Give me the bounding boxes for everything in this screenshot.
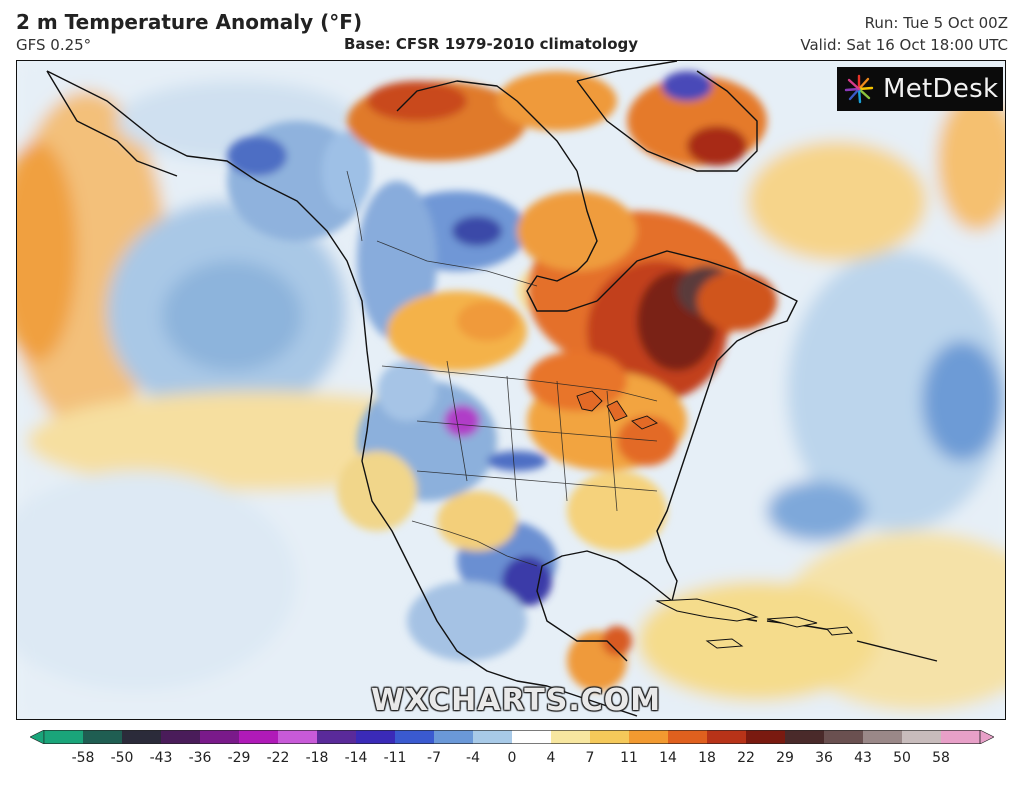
colorbar-tick-label: -4 (466, 750, 480, 766)
colorbar-tick-label: -18 (305, 750, 329, 766)
colorbar-segment (83, 730, 123, 744)
chart-header: 2 m Temperature Anomaly (°F) GFS 0.25° B… (0, 0, 1024, 58)
logo-text: MetDesk (883, 74, 999, 104)
political-borders (346, 170, 658, 567)
colorbar-segment (356, 730, 396, 744)
colorbar (30, 730, 994, 744)
climatology-base-label: Base: CFSR 1979-2010 climatology (344, 35, 639, 53)
colorbar-segment (161, 730, 201, 744)
colorbar-tick-label: 0 (507, 750, 517, 766)
run-time-label: Run: Tue 5 Oct 00Z (864, 14, 1008, 32)
colorbar-segment (668, 730, 708, 744)
colorbar-segment (434, 730, 474, 744)
colorbar-segment (629, 730, 669, 744)
colorbar-tick-label: 43 (854, 750, 872, 766)
colorbar-tick-label: 7 (585, 750, 595, 766)
colorbar-tick-label: 22 (737, 750, 755, 766)
colorbar-outline (43, 730, 981, 744)
colorbar-segment (941, 730, 981, 744)
colorbar-segment (551, 730, 591, 744)
watermark-text: WXCHARTS.COM (371, 683, 662, 718)
colorbar-tick-label: 50 (893, 750, 911, 766)
colorbar-tick-label: -22 (266, 750, 290, 766)
colorbar-tick-label: 4 (546, 750, 556, 766)
colorbar-tick-label: -50 (110, 750, 134, 766)
colorbar-segment (746, 730, 786, 744)
model-label: GFS 0.25° (16, 36, 92, 54)
colorbar-segment (707, 730, 747, 744)
colorbar-segment (122, 730, 162, 744)
colorbar-segment (512, 730, 552, 744)
metdesk-logo: MetDesk (837, 67, 1003, 111)
colorbar-tick-label: 29 (776, 750, 794, 766)
colorbar-segment (278, 730, 318, 744)
colorbar-tick-label: -29 (227, 750, 251, 766)
colorbar-segment (590, 730, 630, 744)
colorbar-segment (902, 730, 942, 744)
colorbar-segment (200, 730, 240, 744)
colorbar-tick-label: -36 (188, 750, 212, 766)
great-lakes (576, 390, 658, 430)
colorbar-segment (395, 730, 435, 744)
colorbar-tick-label: 18 (698, 750, 716, 766)
anomaly-map-svg (17, 61, 1005, 719)
valid-time-label: Valid: Sat 16 Oct 18:00 UTC (800, 36, 1008, 54)
colorbar-segment (863, 730, 903, 744)
colorbar-tick-label: -7 (427, 750, 441, 766)
colorbar-left-arrow (30, 730, 45, 744)
colorbar-tick-label: 36 (815, 750, 833, 766)
colorbar-segment (44, 730, 84, 744)
caribbean-islands (655, 598, 853, 649)
colorbar-tick-label: 11 (620, 750, 638, 766)
colorbar-tick-label: -43 (149, 750, 173, 766)
colorbar-labels: -58 -50 -43 -36 -29 -22 -18 -14 -11 -7 -4 0 4 7 11 14 18… (0, 748, 1024, 772)
colorbar-right-arrow (979, 730, 994, 744)
colorbar-tick-label: -58 (71, 750, 95, 766)
colorbar-segment (785, 730, 825, 744)
colorbar-segment (239, 730, 279, 744)
starburst-logo-icon (844, 74, 874, 104)
colorbar-segments (30, 730, 994, 744)
colorbar-segment (824, 730, 864, 744)
colorbar-tick-label: -11 (383, 750, 407, 766)
colorbar-tick-label: 58 (932, 750, 950, 766)
chart-title: 2 m Temperature Anomaly (°F) (16, 10, 363, 34)
anomaly-map: MetDesk WXCHARTS.COM (16, 60, 1006, 720)
colorbar-tick-label: -14 (344, 750, 368, 766)
colorbar-segment (317, 730, 357, 744)
colorbar-tick-label: 14 (659, 750, 677, 766)
colorbar-segment (473, 730, 513, 744)
